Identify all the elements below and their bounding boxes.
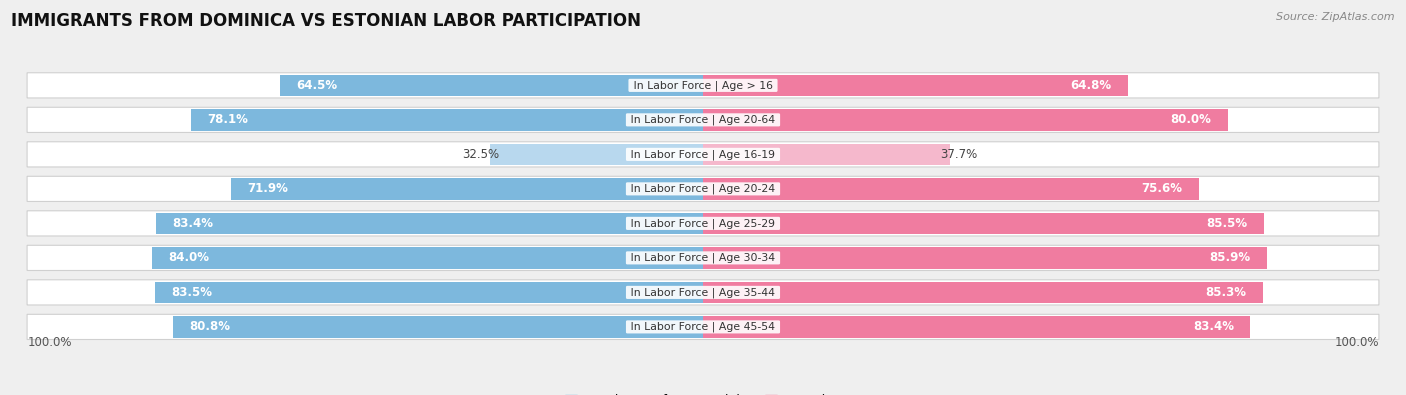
Bar	[489, 144, 703, 165]
FancyBboxPatch shape	[27, 73, 1379, 98]
Text: In Labor Force | Age 16-19: In Labor Force | Age 16-19	[627, 149, 779, 160]
Text: 83.4%: 83.4%	[1192, 320, 1234, 333]
Bar	[703, 282, 1263, 303]
FancyBboxPatch shape	[27, 176, 1379, 201]
Text: 85.5%: 85.5%	[1206, 217, 1247, 230]
Text: In Labor Force | Age > 16: In Labor Force | Age > 16	[630, 80, 776, 90]
Text: 85.9%: 85.9%	[1209, 251, 1250, 264]
Text: 80.8%: 80.8%	[190, 320, 231, 333]
FancyBboxPatch shape	[27, 107, 1379, 132]
Text: 84.0%: 84.0%	[169, 251, 209, 264]
Text: 80.0%: 80.0%	[1171, 113, 1212, 126]
Text: In Labor Force | Age 25-29: In Labor Force | Age 25-29	[627, 218, 779, 229]
Text: 100.0%: 100.0%	[27, 336, 72, 349]
Bar	[152, 247, 703, 269]
FancyBboxPatch shape	[27, 245, 1379, 271]
Bar	[173, 316, 703, 338]
Text: 75.6%: 75.6%	[1142, 182, 1182, 196]
Bar	[703, 247, 1267, 269]
Text: 83.5%: 83.5%	[172, 286, 212, 299]
Text: In Labor Force | Age 20-24: In Labor Force | Age 20-24	[627, 184, 779, 194]
Bar	[703, 109, 1227, 131]
Text: 64.5%: 64.5%	[297, 79, 337, 92]
FancyBboxPatch shape	[27, 314, 1379, 339]
Bar	[156, 213, 703, 234]
Text: 37.7%: 37.7%	[941, 148, 977, 161]
Text: 78.1%: 78.1%	[207, 113, 247, 126]
Text: In Labor Force | Age 20-64: In Labor Force | Age 20-64	[627, 115, 779, 125]
Legend: Immigrants from Dominica, Estonian: Immigrants from Dominica, Estonian	[565, 394, 841, 395]
Text: 83.4%: 83.4%	[172, 217, 214, 230]
Text: Source: ZipAtlas.com: Source: ZipAtlas.com	[1277, 12, 1395, 22]
Bar	[703, 316, 1250, 338]
FancyBboxPatch shape	[27, 280, 1379, 305]
Text: 100.0%: 100.0%	[1334, 336, 1379, 349]
Text: 71.9%: 71.9%	[247, 182, 288, 196]
Text: In Labor Force | Age 30-34: In Labor Force | Age 30-34	[627, 253, 779, 263]
Bar	[155, 282, 703, 303]
Text: 64.8%: 64.8%	[1070, 79, 1112, 92]
Text: In Labor Force | Age 35-44: In Labor Force | Age 35-44	[627, 287, 779, 298]
Bar	[703, 178, 1199, 199]
Text: 85.3%: 85.3%	[1205, 286, 1246, 299]
Bar	[191, 109, 703, 131]
Bar	[231, 178, 703, 199]
Bar	[703, 144, 950, 165]
Bar	[280, 75, 703, 96]
Text: In Labor Force | Age 45-54: In Labor Force | Age 45-54	[627, 322, 779, 332]
Bar	[703, 75, 1128, 96]
Text: IMMIGRANTS FROM DOMINICA VS ESTONIAN LABOR PARTICIPATION: IMMIGRANTS FROM DOMINICA VS ESTONIAN LAB…	[11, 12, 641, 30]
FancyBboxPatch shape	[27, 142, 1379, 167]
FancyBboxPatch shape	[27, 211, 1379, 236]
Bar	[703, 213, 1264, 234]
Text: 32.5%: 32.5%	[463, 148, 499, 161]
